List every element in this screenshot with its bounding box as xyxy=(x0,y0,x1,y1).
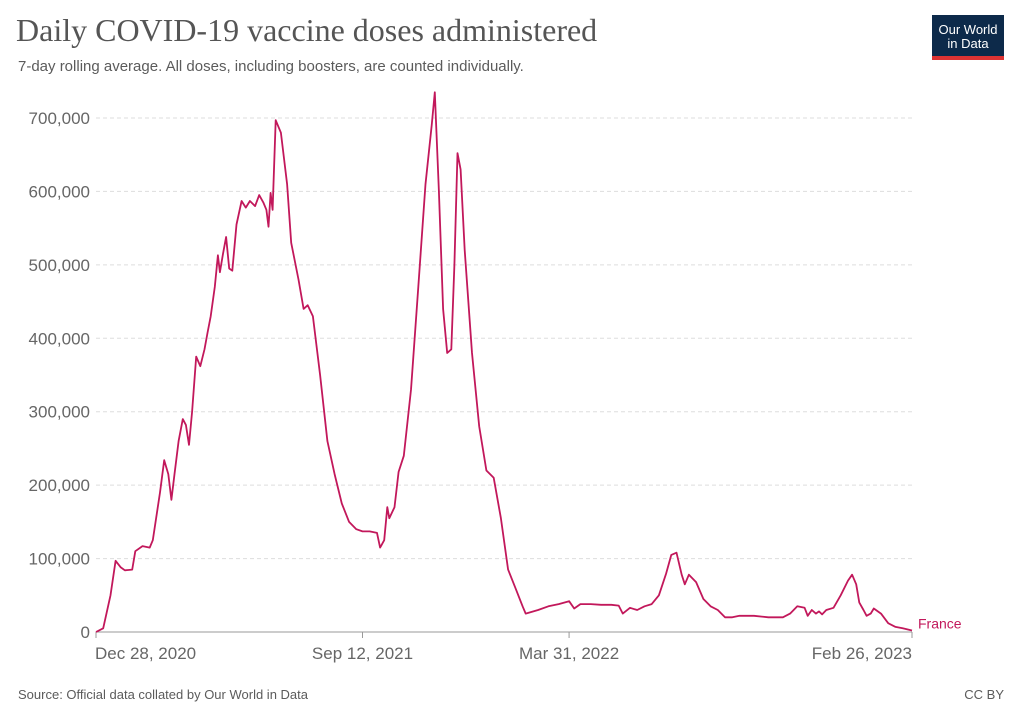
y-axis-ticks: 0 100,000 200,000 300,000 400,000 500,000 600,… xyxy=(29,109,90,642)
y-tick-label: 500,000 xyxy=(29,256,90,275)
license-link[interactable]: CC BY xyxy=(964,687,1004,702)
owid-logo[interactable]: Our World in Data xyxy=(932,15,1004,60)
logo-line-1: Our World xyxy=(938,22,998,37)
y-tick-label: 0 xyxy=(81,623,90,642)
y-tick-label: 200,000 xyxy=(29,476,90,495)
gridlines xyxy=(96,117,912,560)
y-tick-label: 100,000 xyxy=(29,550,90,569)
logo-line-2: in Data xyxy=(947,36,989,51)
x-tick-label: Dec 28, 2020 xyxy=(95,644,196,663)
y-tick-label: 700,000 xyxy=(29,109,90,128)
series-layer: France xyxy=(95,91,962,633)
y-tick-label: 400,000 xyxy=(29,329,90,348)
x-tick-label: Feb 26, 2023 xyxy=(812,644,912,663)
chart-title: Daily COVID-19 vaccine doses administere… xyxy=(16,12,598,48)
y-tick-label: 600,000 xyxy=(29,182,90,201)
y-tick-label: 300,000 xyxy=(29,403,90,422)
series-label: France xyxy=(918,616,962,632)
x-tick-label: Mar 31, 2022 xyxy=(519,644,619,663)
x-axis-ticks: Dec 28, 2020 Sep 12, 2021 Mar 31, 2022 Feb … xyxy=(95,632,913,663)
series-line-france[interactable] xyxy=(95,91,913,633)
source-note: Source: Official data collated by Our Wo… xyxy=(18,687,308,702)
chart-subtitle: 7-day rolling average. All doses, includ… xyxy=(18,58,524,75)
x-tick-label: Sep 12, 2021 xyxy=(312,644,413,663)
